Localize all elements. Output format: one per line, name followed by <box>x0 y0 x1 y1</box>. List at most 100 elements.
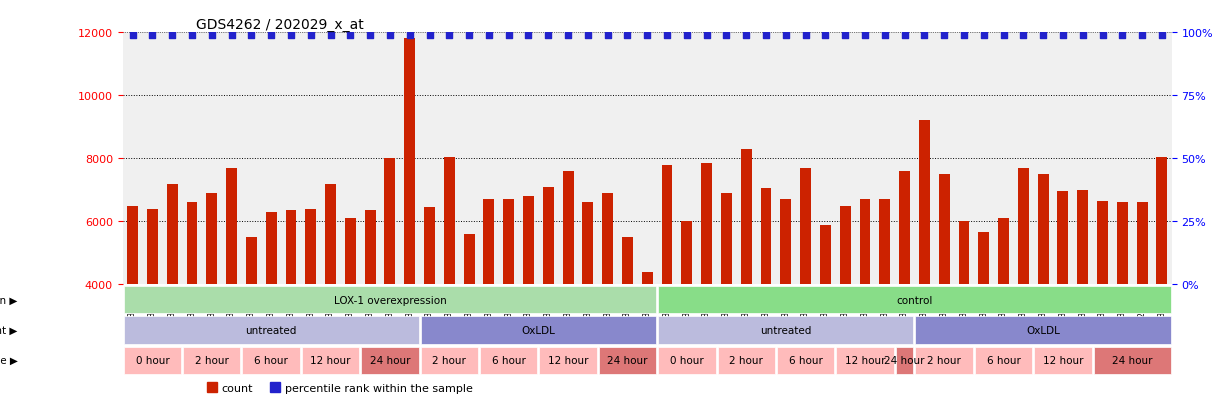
Point <box>816 32 836 39</box>
Bar <box>880 200 891 285</box>
Text: 24 hour: 24 hour <box>607 355 648 366</box>
Bar <box>919 121 930 285</box>
FancyBboxPatch shape <box>658 347 715 374</box>
Bar <box>464 235 475 285</box>
FancyBboxPatch shape <box>974 347 1032 374</box>
Bar <box>483 200 494 285</box>
Bar <box>266 212 276 285</box>
Text: 12 hour: 12 hour <box>547 355 588 366</box>
Point <box>400 32 420 39</box>
Point <box>658 32 677 39</box>
Bar <box>583 203 594 285</box>
Point <box>301 32 320 39</box>
FancyBboxPatch shape <box>658 316 913 344</box>
Point <box>499 32 519 39</box>
FancyBboxPatch shape <box>1034 347 1092 374</box>
Text: OxLDL: OxLDL <box>1026 325 1060 335</box>
Bar <box>1077 190 1088 285</box>
Bar <box>1018 169 1028 285</box>
Bar <box>602 194 614 285</box>
Text: 6 hour: 6 hour <box>789 355 822 366</box>
Bar <box>444 157 455 285</box>
Legend: count, percentile rank within the sample: count, percentile rank within the sample <box>201 378 477 397</box>
Bar <box>1156 157 1167 285</box>
Bar <box>958 222 969 285</box>
Bar <box>701 164 712 285</box>
FancyBboxPatch shape <box>421 347 479 374</box>
Point <box>598 32 617 39</box>
Point <box>558 32 578 39</box>
Point <box>1113 32 1133 39</box>
FancyBboxPatch shape <box>183 347 240 374</box>
Point <box>202 32 222 39</box>
Point <box>1033 32 1053 39</box>
FancyBboxPatch shape <box>896 347 913 374</box>
Bar <box>681 222 692 285</box>
Point <box>1133 32 1152 39</box>
Point <box>1014 32 1033 39</box>
Point <box>261 32 281 39</box>
Bar <box>206 194 217 285</box>
Text: 12 hour: 12 hour <box>1043 355 1083 366</box>
Text: agent ▶: agent ▶ <box>0 325 18 335</box>
Point <box>677 32 697 39</box>
Bar <box>245 237 256 285</box>
Text: 24 hour: 24 hour <box>369 355 410 366</box>
Text: 2 hour: 2 hour <box>928 355 961 366</box>
Text: control: control <box>896 295 933 305</box>
Bar <box>226 169 237 285</box>
Text: time ▶: time ▶ <box>0 355 18 366</box>
Bar <box>978 233 989 285</box>
Bar <box>780 200 791 285</box>
Text: 2 hour: 2 hour <box>729 355 763 366</box>
Point <box>1093 32 1113 39</box>
Bar <box>622 237 633 285</box>
FancyBboxPatch shape <box>599 347 656 374</box>
Point <box>974 32 994 39</box>
Bar <box>286 211 297 285</box>
Point <box>736 32 756 39</box>
Text: 6 hour: 6 hour <box>492 355 525 366</box>
Point <box>1072 32 1092 39</box>
Bar <box>503 200 514 285</box>
Text: untreated: untreated <box>760 325 811 335</box>
Bar <box>384 159 395 285</box>
Point <box>1152 32 1172 39</box>
Bar <box>1058 192 1069 285</box>
Bar <box>167 184 178 285</box>
FancyBboxPatch shape <box>658 286 1171 313</box>
Point <box>281 32 301 39</box>
Text: 6 hour: 6 hour <box>987 355 1021 366</box>
Point <box>855 32 875 39</box>
Point <box>1053 32 1072 39</box>
Point <box>361 32 380 39</box>
Bar <box>542 187 553 285</box>
Bar <box>147 209 158 285</box>
Text: 24 hour: 24 hour <box>885 355 925 366</box>
Point <box>123 32 142 39</box>
Point <box>222 32 242 39</box>
Point <box>637 32 656 39</box>
Bar <box>425 208 434 285</box>
Point <box>539 32 558 39</box>
Text: 12 hour: 12 hour <box>310 355 351 366</box>
Point <box>142 32 162 39</box>
Text: 24 hour: 24 hour <box>1112 355 1152 366</box>
Bar <box>404 39 415 285</box>
Bar <box>939 175 950 285</box>
FancyBboxPatch shape <box>361 347 418 374</box>
Bar <box>998 219 1009 285</box>
Bar <box>761 189 772 285</box>
FancyBboxPatch shape <box>915 347 973 374</box>
Point <box>836 32 855 39</box>
Point <box>519 32 539 39</box>
Point <box>894 32 914 39</box>
Bar <box>642 272 653 285</box>
FancyBboxPatch shape <box>124 316 418 344</box>
FancyBboxPatch shape <box>1093 347 1171 374</box>
Bar <box>1136 203 1147 285</box>
Text: genotype/variation ▶: genotype/variation ▶ <box>0 295 18 305</box>
Text: 0 hour: 0 hour <box>670 355 704 366</box>
Point <box>875 32 894 39</box>
Point <box>242 32 261 39</box>
